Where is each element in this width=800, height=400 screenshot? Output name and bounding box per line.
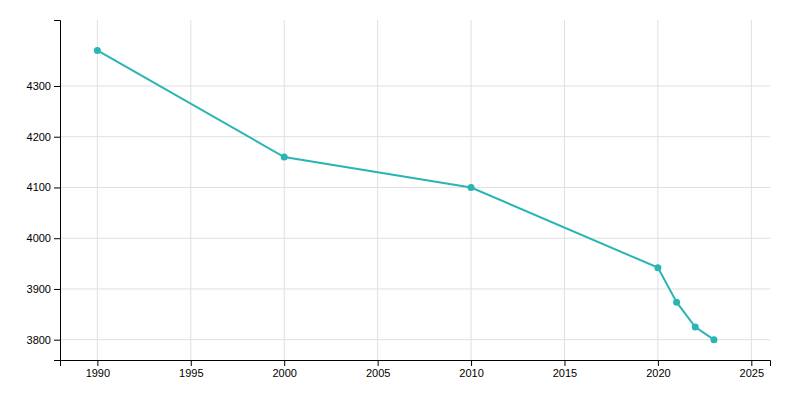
x-tick-label: 2015 <box>553 367 577 379</box>
data-point <box>654 264 661 271</box>
y-tick-mark <box>54 86 60 87</box>
x-tick-label: 2000 <box>272 367 296 379</box>
y-tick-label: 3800 <box>27 334 51 346</box>
marks <box>94 47 718 343</box>
x-tick: 2005 <box>366 360 390 379</box>
x-tick: 2010 <box>459 360 483 379</box>
y-tick-label: 4200 <box>27 131 51 143</box>
y-tick-label: 3900 <box>27 283 51 295</box>
x-tick-label: 2005 <box>366 367 390 379</box>
y-tick-label: 4300 <box>27 80 51 92</box>
y-tick-mark <box>54 289 60 290</box>
x-axis: 1990 1995 2000 2005 2010 2015 2020 2025 <box>61 360 771 379</box>
x-tick-mark <box>191 360 192 366</box>
x-tick-label: 2010 <box>459 367 483 379</box>
x-grid-line <box>751 20 752 360</box>
grid <box>60 20 770 360</box>
x-tick: 1990 <box>86 360 110 379</box>
x-grid-line <box>284 20 285 360</box>
y-tick: 4000 <box>27 232 60 244</box>
data-point <box>94 47 101 54</box>
x-tick: 2020 <box>646 360 670 379</box>
x-tick: 2000 <box>272 360 296 379</box>
data-point <box>673 299 680 306</box>
x-grid-line <box>97 20 98 360</box>
x-grid-line <box>377 20 378 360</box>
chart-svg: 1990 1995 2000 2005 2010 2015 2020 2025 3800 3900… <box>0 0 800 400</box>
x-tick-mark <box>751 360 752 366</box>
x-grid-line <box>190 20 191 360</box>
y-axis-line <box>54 21 61 361</box>
y-tick: 4300 <box>27 80 60 92</box>
y-tick-mark <box>54 238 60 239</box>
x-tick: 2025 <box>740 360 764 379</box>
data-line <box>97 50 714 339</box>
data-point <box>281 154 288 161</box>
x-tick-mark <box>471 360 472 366</box>
data-point <box>692 324 699 331</box>
y-tick-label: 4100 <box>27 181 51 193</box>
y-grid-line <box>60 339 770 340</box>
x-tick-mark <box>284 360 285 366</box>
y-grid-line <box>60 288 770 289</box>
y-grid-line <box>60 85 770 86</box>
data-point <box>468 184 475 191</box>
x-grid-line <box>657 20 658 360</box>
plot-area: 1990 1995 2000 2005 2010 2015 2020 2025 3800 3900… <box>27 20 771 379</box>
y-tick-label: 4000 <box>27 232 51 244</box>
x-tick-mark <box>378 360 379 366</box>
y-tick-mark <box>54 340 60 341</box>
x-tick: 1995 <box>179 360 203 379</box>
y-grid-line <box>60 238 770 239</box>
x-tick-label: 2020 <box>646 367 670 379</box>
x-tick-label: 1995 <box>179 367 203 379</box>
y-grid-line <box>60 187 770 188</box>
y-axis: 3800 3900 4000 4100 4200 4300 <box>27 21 61 361</box>
y-tick-mark <box>54 137 60 138</box>
chart-container: 1990 1995 2000 2005 2010 2015 2020 2025 3800 3900… <box>0 0 800 400</box>
data-point <box>710 336 717 343</box>
x-tick-label: 2025 <box>740 367 764 379</box>
x-axis-line <box>61 361 771 367</box>
x-tick-mark <box>97 360 98 366</box>
y-tick: 4100 <box>27 181 60 193</box>
y-grid-line <box>60 136 770 137</box>
x-tick: 2015 <box>553 360 577 379</box>
y-tick: 4200 <box>27 131 60 143</box>
x-tick-label: 1990 <box>86 367 110 379</box>
x-grid-line <box>564 20 565 360</box>
y-tick-mark <box>54 187 60 188</box>
y-tick: 3800 <box>27 334 60 346</box>
x-tick-mark <box>564 360 565 366</box>
x-tick-mark <box>658 360 659 366</box>
y-tick: 3900 <box>27 283 60 295</box>
